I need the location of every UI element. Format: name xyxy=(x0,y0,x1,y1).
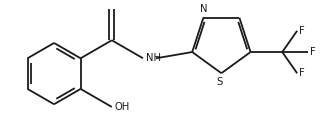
Text: F: F xyxy=(298,26,304,36)
Text: O: O xyxy=(108,0,116,2)
Text: NH: NH xyxy=(146,53,160,63)
Text: F: F xyxy=(298,68,304,78)
Text: S: S xyxy=(216,77,223,87)
Text: F: F xyxy=(310,47,316,57)
Text: N: N xyxy=(200,4,207,14)
Text: OH: OH xyxy=(114,102,130,112)
